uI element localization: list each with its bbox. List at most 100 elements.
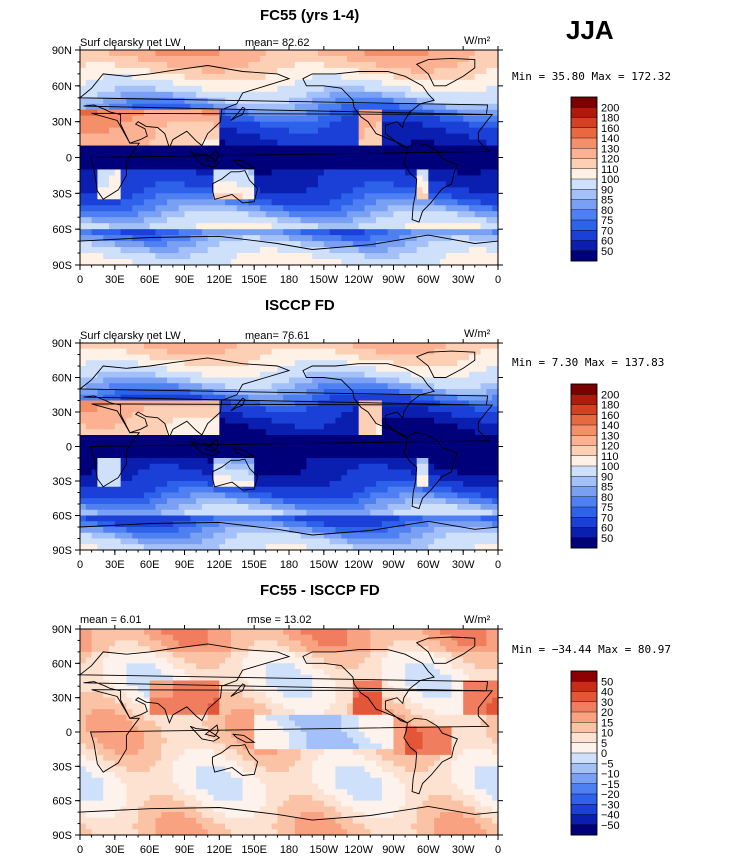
map-cell xyxy=(480,157,487,165)
map-cell xyxy=(434,217,441,224)
map-cell xyxy=(109,67,116,75)
map-cell xyxy=(428,383,435,390)
map-cell xyxy=(312,181,319,188)
map-cell xyxy=(161,498,168,505)
map-cell xyxy=(254,348,261,356)
map-cell xyxy=(132,217,139,224)
map-cell xyxy=(370,259,377,266)
map-cell xyxy=(410,85,418,93)
map-cell xyxy=(387,515,395,522)
map-cell xyxy=(184,406,191,413)
map-cell xyxy=(259,91,267,99)
map-cell xyxy=(405,383,412,390)
map-cell xyxy=(358,145,366,153)
map-cell xyxy=(486,121,493,129)
map-cell xyxy=(370,377,377,384)
map-cell xyxy=(329,492,337,499)
map-cell xyxy=(416,55,424,63)
map-cell xyxy=(114,181,122,188)
map-cell xyxy=(161,50,168,57)
map-cell xyxy=(126,458,133,465)
map-cell xyxy=(410,229,418,236)
map-cell xyxy=(213,354,220,361)
map-cell xyxy=(277,67,284,75)
map-cell xyxy=(254,458,261,465)
map-cell xyxy=(196,412,203,419)
map-cell xyxy=(138,223,145,230)
map-cell xyxy=(230,67,238,75)
map-cell xyxy=(172,163,180,171)
map-cell xyxy=(219,481,226,488)
map-cell xyxy=(149,429,157,436)
map-cell xyxy=(364,253,371,260)
map-cell xyxy=(294,389,302,396)
map-cell xyxy=(149,217,157,224)
map-cell xyxy=(149,67,157,75)
map-cell xyxy=(132,348,139,356)
map-cell xyxy=(97,133,104,141)
map-cell xyxy=(341,139,348,147)
map-cell xyxy=(318,151,325,159)
map-cell xyxy=(225,435,232,442)
map-cell xyxy=(399,115,406,123)
map-cell xyxy=(434,354,441,361)
map-cell xyxy=(172,73,180,81)
colorbar-label: 70 xyxy=(601,225,613,237)
map-cell xyxy=(143,241,151,248)
map-cell xyxy=(91,515,99,522)
map-cell xyxy=(492,452,499,459)
map-cell xyxy=(219,435,226,442)
x-tick-label: 150E xyxy=(241,274,267,286)
map-cell xyxy=(213,481,220,488)
map-cell xyxy=(486,412,493,419)
map-cell xyxy=(428,187,435,194)
map-cell xyxy=(312,429,319,436)
map-cell xyxy=(283,343,290,350)
map-cell xyxy=(405,181,412,188)
colorbar-box xyxy=(570,127,598,139)
map-cell xyxy=(335,193,342,200)
map-cell xyxy=(259,366,267,373)
map-cell xyxy=(474,446,482,453)
map-cell xyxy=(143,217,151,224)
map-cell xyxy=(393,157,400,165)
map-cell xyxy=(248,481,255,488)
map-cell xyxy=(172,169,180,177)
map-cell xyxy=(213,91,220,99)
map-cell xyxy=(318,492,325,499)
map-cell xyxy=(335,247,342,254)
map-cell xyxy=(318,109,325,117)
map-cell xyxy=(468,175,476,182)
map-cell xyxy=(451,429,458,436)
map-cell xyxy=(132,458,139,465)
map-cell xyxy=(416,211,424,218)
map-cell xyxy=(405,423,412,430)
map-cell xyxy=(236,97,244,105)
map-cell xyxy=(85,458,93,465)
map-cell xyxy=(306,223,313,230)
map-cell xyxy=(352,169,360,177)
map-cell xyxy=(167,400,174,407)
map-cell xyxy=(428,377,435,384)
map-cell xyxy=(178,139,186,147)
map-cell xyxy=(335,463,342,471)
map-cell xyxy=(149,235,157,242)
map-cell xyxy=(85,145,93,153)
map-cell xyxy=(434,61,441,69)
map-cell xyxy=(370,103,377,111)
map-cell xyxy=(85,211,93,218)
map-cell xyxy=(306,481,313,488)
map-cell xyxy=(300,343,308,350)
map-cell xyxy=(265,127,273,135)
map-cell xyxy=(277,73,284,81)
map-cell xyxy=(190,389,197,396)
map-cell xyxy=(428,91,435,99)
map-cell xyxy=(289,400,296,407)
map-cell xyxy=(347,360,354,367)
map-cell xyxy=(451,498,458,505)
map-cell xyxy=(422,247,429,254)
map-cell xyxy=(376,469,383,476)
map-cell xyxy=(410,440,418,448)
map-cell xyxy=(85,79,93,87)
